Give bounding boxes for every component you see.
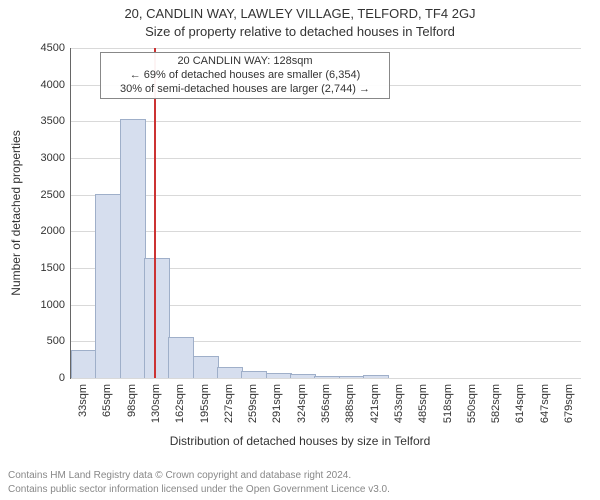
xtick-label: 647sqm [539,384,551,423]
histogram-bar [144,258,170,378]
xtick-label: 324sqm [296,384,308,423]
histogram-bar [71,350,97,378]
xtick-label: 227sqm [223,384,235,423]
gridline [71,195,581,196]
xtick-label: 98sqm [126,384,138,417]
histogram-bar [290,374,316,378]
xtick-label: 65sqm [101,384,113,417]
annotation-line2: ← 69% of detached houses are smaller (6,… [105,69,385,83]
ytick-label: 2500 [41,189,65,201]
histogram-bar [95,194,121,378]
xtick-label: 421sqm [369,384,381,423]
xtick-label: 388sqm [344,384,356,423]
ytick-label: 0 [59,372,65,384]
ytick-label: 4500 [41,42,65,54]
xtick-label: 614sqm [514,384,526,423]
annotation-line3: 30% of semi-detached houses are larger (… [105,83,385,97]
xtick-label: 550sqm [466,384,478,423]
annotation-line1: 20 CANDLIN WAY: 128sqm [105,55,385,69]
gridline [71,231,581,232]
histogram-bar [168,337,194,378]
xtick-label: 259sqm [247,384,259,423]
ytick-label: 3000 [41,152,65,164]
histogram-bar [120,119,146,378]
xtick-label: 679sqm [563,384,575,423]
xtick-label: 485sqm [417,384,429,423]
histogram-bar [193,356,219,378]
gridline [71,158,581,159]
footer-line2: Contains public sector information licen… [8,483,390,496]
ytick-label: 2000 [41,225,65,237]
ytick-label: 4000 [41,79,65,91]
xtick-label: 130sqm [150,384,162,423]
histogram-bar [339,376,365,378]
ytick-label: 500 [47,335,65,347]
gridline [71,121,581,122]
ytick-label: 1000 [41,299,65,311]
xtick-label: 291sqm [271,384,283,423]
xtick-label: 33sqm [77,384,89,417]
xtick-label: 453sqm [393,384,405,423]
ytick-label: 3500 [41,115,65,127]
xtick-label: 356sqm [320,384,332,423]
ytick-label: 1500 [41,262,65,274]
gridline [71,48,581,49]
histogram-bar [266,373,292,378]
xtick-label: 518sqm [442,384,454,423]
y-axis-label: Number of detached properties [9,130,23,295]
title-sub: Size of property relative to detached ho… [0,24,600,39]
histogram-bar [363,375,389,378]
x-axis-label: Distribution of detached houses by size … [0,434,600,448]
xtick-label: 162sqm [174,384,186,423]
title-main: 20, CANDLIN WAY, LAWLEY VILLAGE, TELFORD… [0,6,600,21]
annotation-box: 20 CANDLIN WAY: 128sqm ← 69% of detached… [100,52,390,99]
histogram-bar [314,376,340,378]
gridline [71,378,581,379]
xtick-label: 195sqm [199,384,211,423]
histogram-bar [217,367,243,378]
footer-line1: Contains HM Land Registry data © Crown c… [8,469,351,482]
histogram-bar [241,371,267,378]
chart-container: 20, CANDLIN WAY, LAWLEY VILLAGE, TELFORD… [0,0,600,500]
xtick-label: 582sqm [490,384,502,423]
